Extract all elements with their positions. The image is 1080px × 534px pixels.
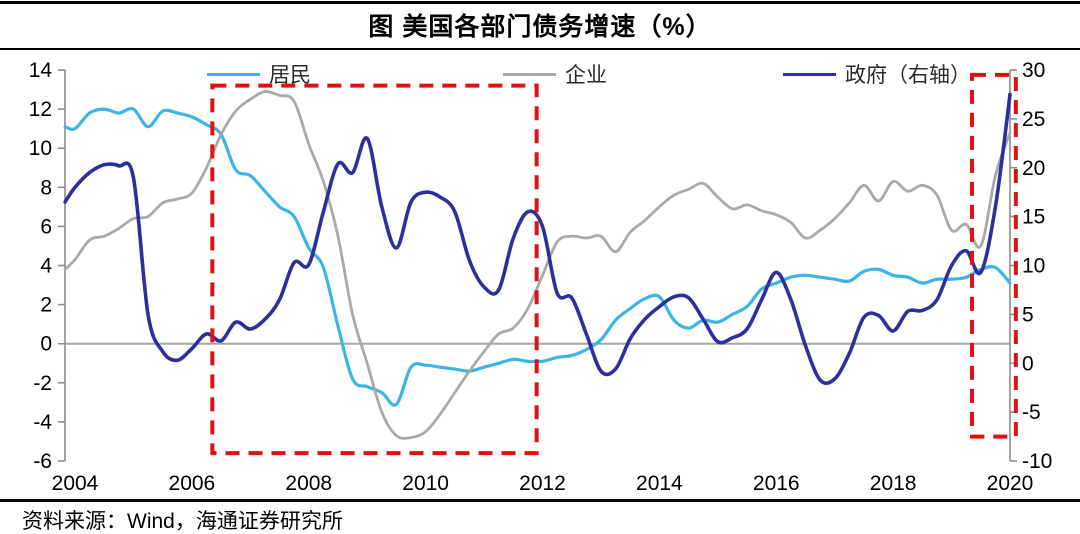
households-line-swatch-icon	[207, 72, 260, 76]
title-divider	[0, 48, 1080, 50]
legend-label: 居民	[269, 64, 311, 87]
corporates-line-swatch-icon	[503, 72, 556, 76]
legend-item-corporates: 企业	[503, 61, 607, 87]
figure-title: 图 美国各部门债务增速（%）	[368, 13, 712, 41]
left-axis-tick-label: -2	[33, 372, 52, 395]
right-axis-tick-label: 10	[1022, 255, 1045, 278]
chart-divider	[0, 499, 1080, 502]
x-axis-tick-label: 2012	[519, 472, 566, 495]
highlight-box-1	[210, 83, 539, 456]
left-axis-tick-label: 6	[40, 215, 52, 238]
right-axis-tick-label: -10	[1022, 450, 1052, 473]
right-axis-tick-label: 25	[1022, 108, 1045, 131]
left-axis-tick-label: 14	[29, 59, 53, 82]
legend-item-households: 居民	[207, 61, 311, 87]
right-axis-tick-label: 30	[1022, 59, 1045, 82]
source-note: 资料来源：Wind，海通证券研究所	[22, 510, 343, 533]
left-axis-tick-label: 2	[40, 294, 52, 317]
highlight-box-2	[970, 72, 1018, 439]
left-axis-tick-label: 0	[40, 333, 52, 356]
left-axis-tick-label: 12	[29, 98, 52, 121]
left-axis-tick-label: -4	[33, 411, 52, 434]
top-rule	[0, 1, 1080, 4]
left-axis-tick-label: 4	[40, 255, 52, 278]
left-axis-tick-label: 10	[29, 137, 52, 160]
government-line-swatch-icon	[783, 72, 836, 76]
left-axis-tick-label: -6	[33, 450, 52, 473]
x-axis-tick-label: 2004	[52, 472, 99, 495]
x-axis-tick-label: 2020	[987, 472, 1034, 495]
legend-item-government: 政府（右轴）	[783, 61, 971, 87]
left-axis-tick-label: 8	[40, 176, 52, 199]
right-axis-tick-label: -5	[1022, 401, 1041, 424]
legend-label: 政府（右轴）	[845, 64, 971, 87]
right-axis-tick-label: 0	[1022, 352, 1034, 375]
x-axis-tick-label: 2014	[636, 472, 683, 495]
right-axis-tick-label: 5	[1022, 303, 1034, 326]
x-axis-tick-label: 2010	[402, 472, 449, 495]
series-line-government	[63, 92, 1012, 385]
x-axis-tick-label: 2018	[870, 472, 917, 495]
chart-area: 14 12 10 8 6 4 2 0 -2 -4 -6 30 25 20 15 10 5 0 -5 -10 2004 20…	[0, 52, 1080, 498]
x-axis-tick-label: 2006	[169, 472, 216, 495]
right-axis-tick-label: 20	[1022, 157, 1045, 180]
legend-label: 企业	[565, 64, 607, 87]
x-axis-tick-label: 2008	[285, 472, 332, 495]
chart-legend: 居民 企业 政府（右轴）	[0, 61, 1080, 87]
right-axis-tick-label: 15	[1022, 206, 1045, 229]
x-axis-tick-label: 2016	[753, 472, 800, 495]
